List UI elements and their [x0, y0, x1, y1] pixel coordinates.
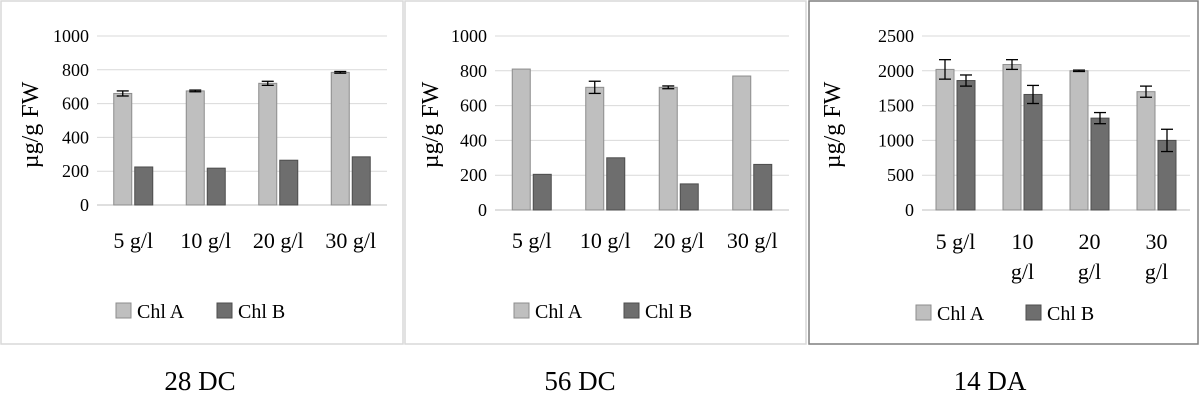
y-tick-label: 200	[62, 161, 89, 181]
x-tick-label: 20 g/l	[1078, 229, 1101, 284]
caption-14da: 14 DA	[953, 366, 1027, 396]
bar-chl-a	[935, 68, 955, 211]
y-tick-label: 1000	[451, 26, 487, 46]
y-axis-label: µg/g FW	[18, 81, 44, 168]
caption-28dc: 28 DC	[164, 366, 236, 396]
bar-chl-a	[1002, 64, 1022, 211]
x-tick-label: 5 g/l	[936, 229, 976, 254]
y-tick-label: 600	[460, 96, 487, 116]
bar-chl-a	[1069, 70, 1089, 211]
chart-frame	[0, 0, 404, 345]
legend-swatch-chl-a	[915, 304, 932, 321]
bar-chart-14da: 0 500 1000 1500 2000 2500 µg/g FW 5 g/l 10 g/l 20 g…	[808, 0, 1199, 345]
y-tick-label: 500	[887, 165, 914, 185]
legend-label-chl-a: Chl A	[937, 303, 985, 325]
chart-panel-14da: 0 500 1000 1500 2000 2500 µg/g FW 5 g/l 10 g/l 20 g…	[808, 0, 1200, 355]
chart-panel-28dc: 0 200 400 600 800 1000 µg/g FW 5 g/l 10 g/l 20 g/…	[0, 0, 404, 355]
x-tick-label: 30 g/l	[325, 228, 376, 253]
caption-56dc: 56 DC	[544, 366, 616, 396]
chart-frame	[404, 0, 807, 345]
bar-chl-a	[113, 92, 133, 206]
y-axis-label: µg/g FW	[418, 81, 444, 168]
y-tick-label: 400	[460, 130, 487, 150]
legend-swatch-chl-a	[513, 302, 530, 319]
x-tick-label: 20 g/l	[253, 228, 304, 253]
legend-label-chl-b: Chl B	[1047, 303, 1094, 325]
bar-chl-b	[279, 159, 299, 206]
y-tick-label: 2500	[878, 26, 914, 46]
chart-panel-56dc: 0 200 400 600 800 1000 µg/g FW 5 g/l 10 g/l 20 g/…	[404, 0, 808, 355]
bar-chl-a	[585, 86, 605, 211]
x-tick-label: 10 g/l	[180, 228, 231, 253]
bar-chl-b	[606, 157, 626, 211]
bar-chl-b	[134, 166, 154, 206]
legend-label-chl-a: Chl A	[535, 301, 583, 323]
y-tick-label: 0	[905, 200, 914, 220]
bar-chl-b	[956, 80, 976, 211]
y-tick-label: 800	[62, 60, 89, 80]
bar-chl-b	[1090, 117, 1110, 211]
x-tick-label: 10 g/l	[1011, 229, 1034, 284]
y-tick-label: 800	[460, 61, 487, 81]
legend-label-chl-b: Chl B	[645, 301, 692, 323]
chart-frame	[808, 0, 1199, 345]
y-axis-label: µg/g FW	[820, 81, 846, 168]
bar-chl-a	[258, 82, 278, 206]
x-tick-label: 30 g/l	[1145, 229, 1168, 284]
bar-chl-b	[206, 167, 226, 206]
y-tick-label: 1500	[878, 96, 914, 116]
bar-chl-b	[532, 173, 552, 211]
bar-chl-b	[1023, 93, 1043, 211]
bar-chl-a	[658, 86, 678, 211]
y-tick-label: 0	[478, 200, 487, 220]
y-tick-label: 1000	[878, 130, 914, 150]
x-tick-label: 20 g/l	[653, 228, 704, 253]
legend-swatch-chl-a	[115, 302, 132, 319]
x-tick-label: 5 g/l	[113, 228, 153, 253]
bar-chart-28dc: 0 200 400 600 800 1000 µg/g FW 5 g/l 10 g/l 20 g/…	[0, 0, 404, 345]
bar-chl-a	[732, 75, 752, 211]
y-tick-label: 600	[62, 94, 89, 114]
bar-chl-a	[185, 90, 205, 206]
bar-chl-b	[351, 156, 371, 206]
bar-chl-a	[330, 71, 350, 206]
y-tick-label: 1000	[53, 26, 89, 46]
y-tick-label: 2000	[878, 61, 914, 81]
x-tick-label: 30 g/l	[727, 228, 778, 253]
y-tick-label: 200	[460, 165, 487, 185]
x-tick-label: 10 g/l	[580, 228, 631, 253]
legend-swatch-chl-b	[1025, 304, 1042, 321]
x-tick-label: 5 g/l	[512, 228, 552, 253]
y-tick-label: 400	[62, 127, 89, 147]
bar-chl-b	[753, 163, 773, 211]
bar-chart-56dc: 0 200 400 600 800 1000 µg/g FW 5 g/l 10 g/l 20 g/…	[404, 0, 807, 345]
bar-chl-a	[511, 68, 531, 211]
legend-label-chl-a: Chl A	[137, 301, 185, 323]
legend-label-chl-b: Chl B	[238, 301, 285, 323]
y-tick-label: 0	[80, 195, 89, 215]
legend-swatch-chl-b	[216, 302, 233, 319]
bar-chl-b	[679, 183, 699, 211]
legend-swatch-chl-b	[623, 302, 640, 319]
bar-chl-a	[1136, 91, 1156, 211]
